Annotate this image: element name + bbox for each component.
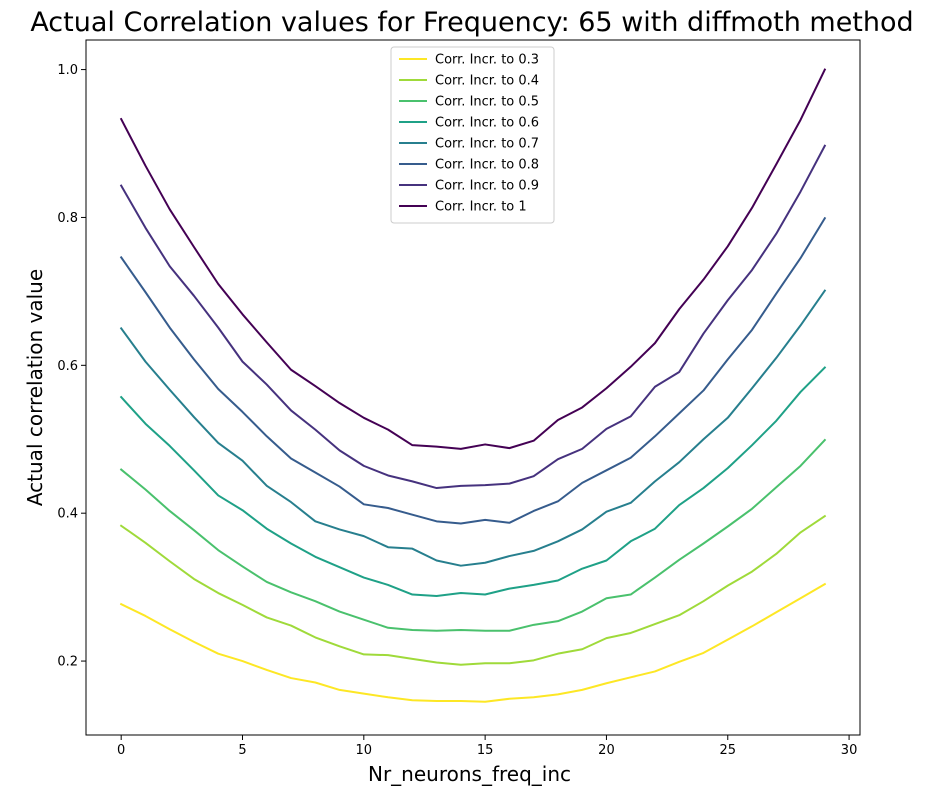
- x-tick-label: 25: [719, 743, 736, 758]
- x-tick-label: 10: [356, 743, 373, 758]
- series-line-5: [119, 289, 827, 567]
- series-line-4: [119, 366, 827, 597]
- y-tick-label: 0.6: [57, 359, 78, 374]
- chart-title: Actual Correlation values for Frequency:…: [30, 7, 913, 38]
- x-tick-label: 15: [477, 743, 494, 758]
- y-tick-label: 0.2: [57, 655, 78, 670]
- plot-frame: [85, 39, 861, 736]
- series-line-6: [119, 216, 827, 525]
- legend-label: Corr. Incr. to 0.5: [435, 95, 539, 110]
- series-line-3: [119, 438, 827, 632]
- y-axis-title: Actual correlation value: [23, 269, 47, 506]
- x-tick-label: 5: [238, 743, 246, 758]
- x-tick-label: 30: [841, 743, 858, 758]
- legend-label: Corr. Incr. to 0.7: [435, 137, 539, 152]
- y-tick-label: 0.8: [57, 211, 78, 226]
- legend-label: Corr. Incr. to 0.9: [435, 179, 539, 194]
- legend-label: Corr. Incr. to 1: [435, 200, 527, 215]
- legend-label: Corr. Incr. to 0.3: [435, 53, 539, 68]
- legend: Corr. Incr. to 0.3 Corr. Incr. to 0.4 Corr…: [390, 46, 555, 224]
- legend-label: Corr. Incr. to 0.6: [435, 116, 539, 131]
- x-axis: 0 5 10 15 20 25 30: [117, 735, 857, 758]
- x-tick-label: 20: [598, 743, 615, 758]
- legend-box: [390, 46, 555, 224]
- y-axis: 0.2 0.4 0.6 0.8 1.0: [57, 63, 86, 670]
- series-line-2: [119, 514, 827, 666]
- x-axis-title: Nr_neurons_freq_inc: [368, 762, 571, 786]
- series-line-1: [119, 582, 827, 703]
- series-lines: [119, 68, 827, 703]
- legend-label: Corr. Incr. to 0.8: [435, 158, 539, 173]
- legend-label: Corr. Incr. to 0.4: [435, 74, 539, 89]
- y-tick-label: 1.0: [57, 63, 78, 78]
- x-tick-label: 0: [117, 743, 125, 758]
- series-line-7: [119, 144, 827, 490]
- series-line-8: [119, 68, 827, 450]
- y-tick-label: 0.4: [57, 507, 78, 522]
